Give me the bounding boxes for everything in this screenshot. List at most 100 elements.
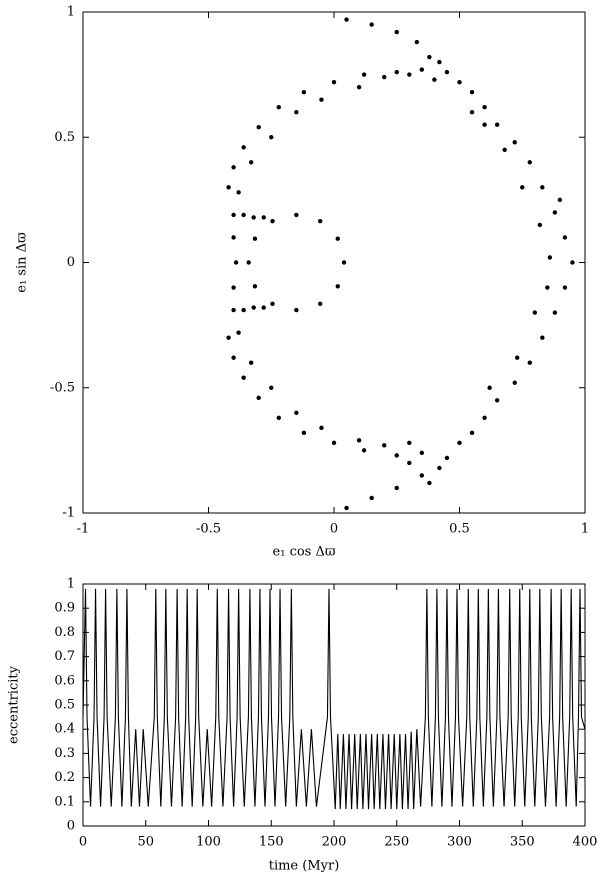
point [241, 145, 246, 150]
y-tick-label: 0.3 [54, 746, 75, 761]
point [251, 305, 256, 310]
point [532, 310, 537, 315]
point [382, 74, 387, 80]
point [437, 59, 442, 65]
point [494, 122, 500, 127]
point [276, 415, 281, 421]
point [270, 218, 275, 224]
point [520, 185, 525, 190]
x-tick-label: 350 [510, 835, 535, 850]
point [331, 440, 337, 446]
point [382, 443, 387, 448]
point [469, 110, 475, 115]
point [562, 285, 568, 290]
point [419, 67, 425, 72]
point [482, 122, 487, 127]
y-tick-label: 0.4 [54, 722, 75, 737]
y-axis-label: eccentricity [7, 665, 22, 744]
plot-frame [82, 11, 586, 514]
point [226, 185, 231, 190]
y-axis-label: e₁ sin Δϖ [15, 232, 30, 293]
x-tick-label: 0.5 [449, 522, 470, 537]
point [294, 212, 299, 218]
point [512, 380, 517, 385]
y-tick-label: 0.9 [54, 601, 75, 616]
y-tick-label: 1 [67, 5, 75, 20]
point [241, 375, 246, 380]
y-tick-label: 1 [67, 577, 75, 592]
point [407, 72, 412, 77]
line [82, 588, 586, 810]
point [570, 260, 575, 265]
point [427, 480, 432, 486]
point [457, 440, 462, 446]
point [540, 185, 545, 190]
point [252, 236, 258, 241]
point [552, 310, 558, 315]
point [301, 430, 307, 436]
point [256, 125, 261, 130]
x-tick-label: 0 [330, 522, 338, 537]
point [276, 104, 281, 110]
point [414, 39, 420, 45]
point [294, 410, 299, 415]
y-tick-label: 0.7 [54, 649, 75, 664]
point [356, 84, 362, 90]
point [231, 285, 236, 290]
point [552, 210, 558, 215]
point [427, 54, 432, 60]
x-tick-label: 200 [322, 835, 347, 850]
point [394, 69, 399, 75]
point [341, 260, 347, 265]
y-tick-label: 0.8 [54, 625, 75, 640]
y-tick-label: 0.2 [54, 770, 75, 785]
point [331, 79, 337, 85]
point [344, 17, 349, 22]
point [437, 465, 442, 471]
y-tick-label: 0 [67, 819, 75, 834]
point [419, 450, 425, 456]
point [432, 77, 437, 82]
point [547, 255, 553, 260]
x-axis-label: e₁ cos Δϖ [273, 545, 336, 560]
point [545, 285, 550, 290]
point [335, 284, 340, 289]
point [248, 360, 254, 365]
point [515, 355, 520, 360]
point [356, 438, 362, 443]
point [494, 398, 500, 403]
point [512, 140, 517, 145]
point [231, 355, 236, 360]
point [319, 425, 324, 431]
point [226, 335, 231, 340]
point [369, 22, 374, 27]
point [407, 440, 412, 446]
y-tick-label: 0.1 [54, 794, 75, 809]
point [482, 104, 487, 110]
x-tick-label: 100 [196, 835, 221, 850]
point [317, 218, 323, 224]
point [236, 190, 241, 195]
y-tick-label: 0.5 [54, 130, 75, 145]
point [444, 69, 450, 75]
point [270, 301, 275, 307]
y-tick-label: 0.6 [54, 673, 75, 688]
x-axis-label: time (Myr) [269, 859, 340, 874]
point [361, 72, 367, 77]
point [241, 307, 246, 313]
point [256, 395, 261, 400]
x-tick-label: 400 [573, 835, 598, 850]
point [394, 29, 399, 35]
point [236, 330, 241, 335]
point [231, 235, 236, 240]
x-tick-label: -1 [77, 522, 90, 537]
x-tick-label: 150 [259, 835, 284, 850]
point [562, 235, 568, 240]
x-tick-label: 250 [384, 835, 409, 850]
point [252, 284, 258, 289]
point [482, 415, 487, 421]
point [407, 460, 412, 466]
x-tick-label: 300 [447, 835, 472, 850]
point [301, 89, 307, 95]
